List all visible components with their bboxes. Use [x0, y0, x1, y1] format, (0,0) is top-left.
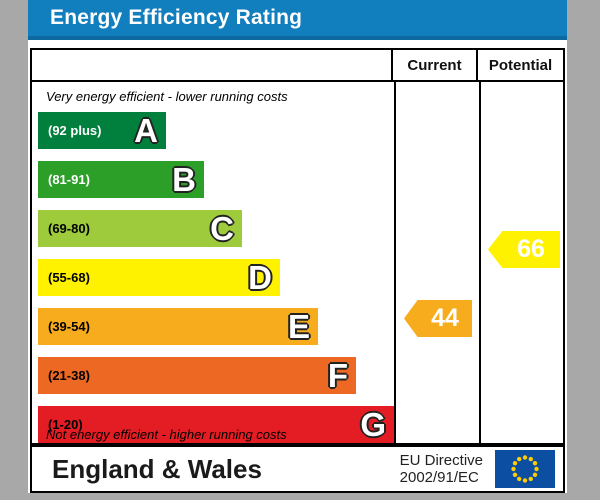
band-bar-a: (92 plus) A — [38, 112, 166, 149]
band-range-label: (69-80) — [48, 221, 90, 236]
eu-directive-line1: EU Directive — [399, 452, 483, 469]
bands-column: Very energy efficient - lower running co… — [32, 82, 394, 445]
potential-header-cell: Potential — [476, 50, 563, 80]
potential-rating-arrow: 66 — [488, 231, 560, 268]
band-letter: C — [210, 209, 234, 247]
chart-panel: Energy Efficiency Rating Current Potenti… — [28, 0, 567, 493]
band-row-c: (69-80) C — [38, 210, 394, 255]
potential-value-column: 66 — [479, 82, 566, 445]
eu-flag-icon — [495, 450, 555, 488]
eu-directive-line2: 2002/91/EC — [399, 469, 479, 486]
current-column-label: Current — [407, 56, 462, 74]
band-bar-d: (55-68) D — [38, 259, 280, 296]
rating-table: Current Potential Very energy efficient … — [30, 48, 565, 445]
band-bar-e: (39-54) E — [38, 308, 318, 345]
band-range-label: (1-20) — [48, 417, 83, 432]
title-bar: Energy Efficiency Rating — [28, 0, 567, 40]
bottom-note: Not energy efficient - higher running co… — [46, 426, 287, 442]
band-row-d: (55-68) D — [38, 259, 394, 304]
band-letter: G — [360, 405, 386, 443]
potential-column-label: Potential — [488, 56, 553, 74]
band-letter: F — [327, 356, 348, 394]
eu-directive-text: EU Directive 2002/91/EC — [400, 452, 483, 486]
band-bar-g: (1-20) G — [38, 406, 394, 443]
current-value-column: 44 — [394, 82, 479, 445]
band-row-a: (92 plus) A — [38, 112, 394, 157]
band-range-label: (55-68) — [48, 270, 90, 285]
footer-bar: England & Wales EU Directive 2002/91/EC — [30, 445, 565, 493]
band-row-f: (21-38) F — [38, 357, 394, 402]
band-range-label: (81-91) — [48, 172, 90, 187]
band-row-e: (39-54) E — [38, 308, 394, 353]
band-letter: B — [172, 160, 196, 198]
band-row-g: (1-20) G — [38, 406, 394, 451]
band-bar-c: (69-80) C — [38, 210, 242, 247]
page-title: Energy Efficiency Rating — [50, 6, 303, 29]
band-letter: A — [134, 111, 158, 149]
current-rating-value: 44 — [431, 304, 459, 332]
band-range-label: (92 plus) — [48, 123, 102, 138]
top-note: Very energy efficient - lower running co… — [46, 89, 288, 104]
table-header-row: Current Potential — [32, 50, 563, 82]
band-rows: (92 plus) A (81-91) B (6 — [38, 108, 394, 443]
band-range-label: (21-38) — [48, 368, 90, 383]
bands-header-cell — [32, 50, 391, 80]
current-header-cell: Current — [391, 50, 476, 80]
region-label: England & Wales — [52, 453, 262, 484]
band-range-label: (39-54) — [48, 319, 90, 334]
band-bar-b: (81-91) B — [38, 161, 204, 198]
band-row-b: (81-91) B — [38, 161, 394, 206]
current-rating-arrow: 44 — [404, 300, 472, 337]
band-letter: E — [287, 307, 310, 345]
potential-rating-value: 66 — [517, 235, 545, 263]
band-bar-f: (21-38) F — [38, 357, 356, 394]
band-letter: D — [248, 258, 272, 296]
table-body: Very energy efficient - lower running co… — [32, 82, 563, 445]
